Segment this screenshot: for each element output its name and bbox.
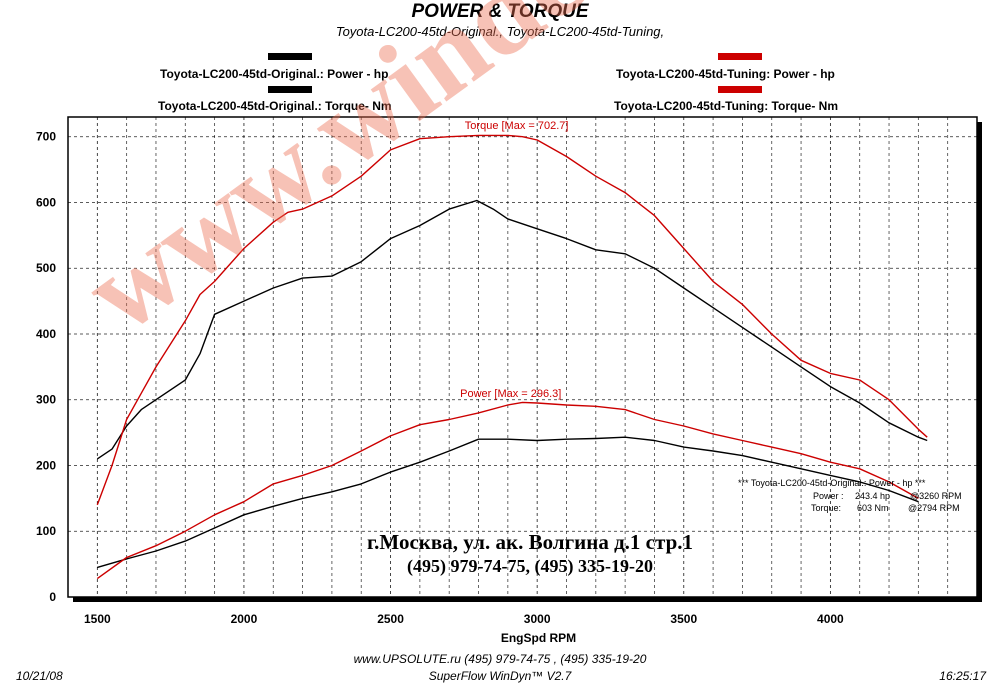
legend-label-original-torque: Toyota-LC200-45td-Original.: Torque- Nm (158, 99, 392, 113)
legend-label-tuning-torque: Toyota-LC200-45td-Tuning: Torque- Nm (614, 99, 838, 113)
torque-max-annotation: Torque [Max = 702.7] (465, 120, 569, 132)
info-torque-value: 603 Nm (857, 503, 889, 513)
plot-frame (67, 116, 978, 598)
footer-date: 10/21/08 (16, 669, 63, 683)
x-tick-label: 3000 (524, 612, 551, 626)
x-tick-label: 3500 (670, 612, 697, 626)
y-tick-label: 700 (36, 130, 56, 144)
y-tick-label: 100 (36, 524, 56, 538)
address-line-2: (495) 979-74-75, (495) 335-19-20 (407, 556, 653, 576)
chart-subtitle: Toyota-LC200-45td-Original., Toyota-LC20… (335, 24, 665, 39)
info-power-label: Power : (813, 491, 844, 501)
footer-time: 16:25:17 (939, 669, 986, 683)
x-tick-label: 1500 (84, 612, 111, 626)
legend-swatch-tuning-torque (718, 86, 762, 93)
footer-software: SuperFlow WinDyn™ V2.7 (428, 669, 572, 683)
power-max-annotation: Power [Max = 296.3] (460, 388, 561, 400)
info-torque-rpm: @2794 RPM (908, 503, 960, 513)
legend-label-original-power: Toyota-LC200-45td-Original.: Power - hp (160, 67, 389, 81)
y-tick-label: 500 (36, 261, 56, 275)
series-tuning-power-line (96, 401, 919, 580)
footer-url: www.UPSOLUTE.ru (495) 979-74-75 , (495) … (353, 652, 647, 666)
series-original-torque-line (96, 199, 928, 460)
y-tick-label: 0 (49, 590, 56, 604)
legend-swatch-original-power (268, 53, 312, 60)
info-torque-label: Torque: (811, 503, 842, 513)
legend-label-tuning-power: Toyota-LC200-45td-Tuning: Power - hp (616, 67, 835, 81)
series-original-power-line (97, 436, 919, 569)
x-tick-label: 4000 (817, 612, 844, 626)
legend-swatch-original-torque (268, 86, 312, 93)
x-axis-label: EngSpd RPM (501, 631, 576, 645)
legend-swatch-tuning-power (718, 53, 762, 60)
series-tuning-torque-line (96, 134, 928, 506)
info-header: *** Toyota-LC200-45td-Original.: Power -… (738, 478, 926, 488)
y-tick-label: 600 (36, 195, 56, 209)
x-tick-label: 2000 (231, 612, 258, 626)
y-tick-label: 300 (36, 393, 56, 407)
y-tick-label: 200 (36, 458, 56, 472)
info-power-rpm: @3260 RPM (910, 491, 962, 501)
x-tick-label: 2500 (377, 612, 404, 626)
chart-title: POWER & TORQUE (411, 1, 589, 22)
info-power-value: 243.4 hp (855, 491, 891, 501)
address-line-1: г.Москва, ул. ак. Волгина д.1 стр.1 (366, 530, 694, 554)
y-tick-label: 400 (36, 327, 56, 341)
